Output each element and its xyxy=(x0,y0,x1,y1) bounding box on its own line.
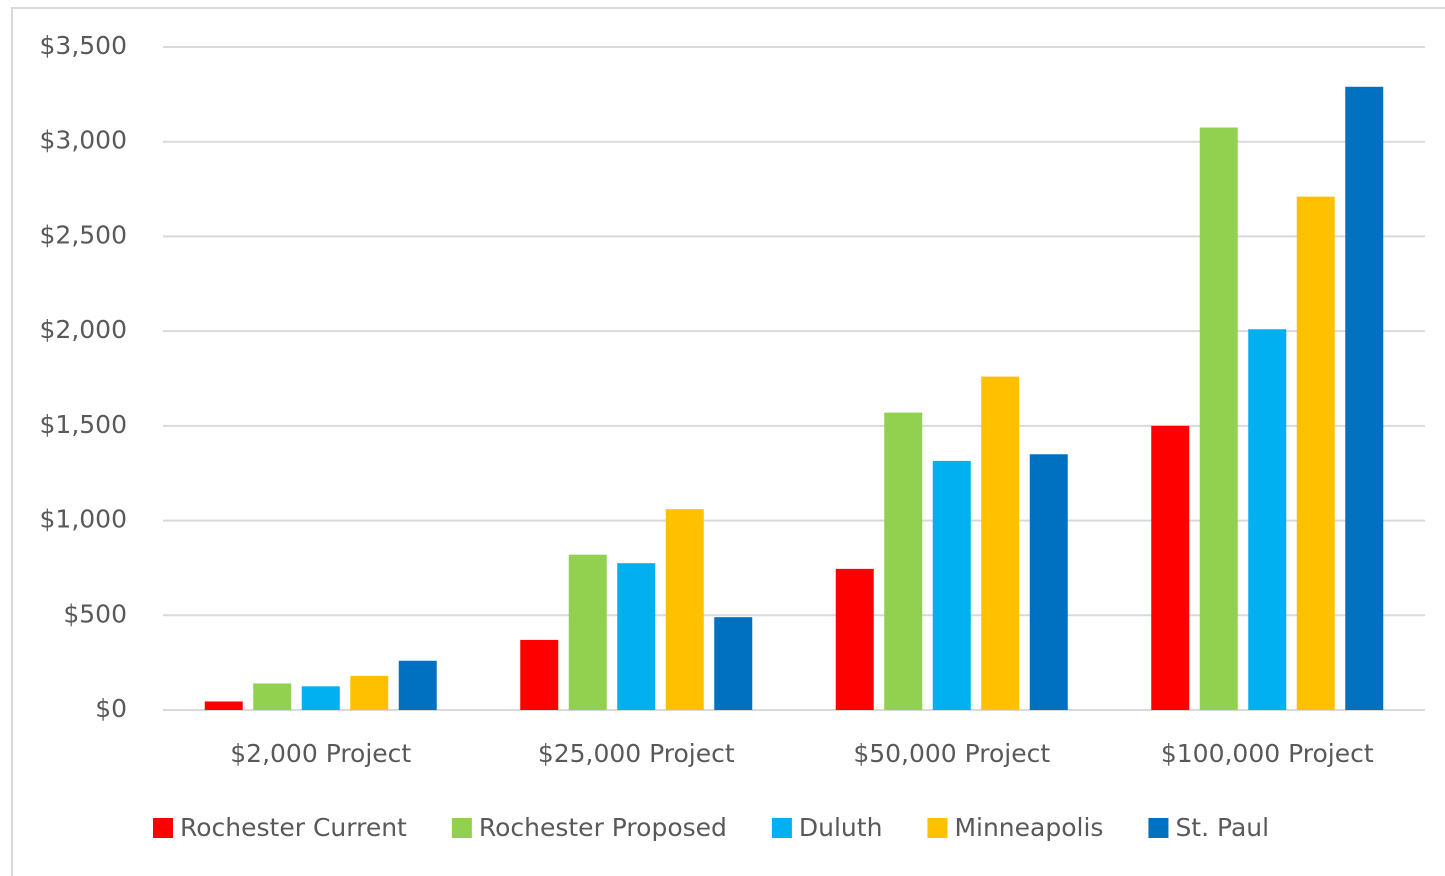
bar xyxy=(714,617,753,710)
bar xyxy=(1199,127,1238,710)
bar xyxy=(835,568,874,710)
bar xyxy=(253,683,292,710)
legend-label: Minneapolis xyxy=(954,813,1103,842)
legend-label: Duluth xyxy=(799,813,883,842)
x-tick-label: $50,000 Project xyxy=(853,739,1050,768)
bar xyxy=(520,639,559,710)
legend-swatch xyxy=(927,818,948,838)
y-tick-label: $1,000 xyxy=(40,505,127,534)
bar xyxy=(1345,86,1384,710)
bar xyxy=(350,675,389,710)
legend-swatch xyxy=(1148,818,1169,838)
bar xyxy=(981,376,1020,710)
bar xyxy=(1248,329,1287,710)
legend-label: Rochester Proposed xyxy=(479,813,727,842)
bar xyxy=(884,412,923,710)
y-tick-label: $0 xyxy=(95,694,127,723)
bar xyxy=(1029,454,1068,710)
x-tick-label: $2,000 Project xyxy=(230,739,411,768)
legend-swatch xyxy=(451,818,472,838)
legend-label: St. Paul xyxy=(1175,813,1269,842)
y-tick-label: $2,500 xyxy=(40,220,127,249)
y-tick-label: $3,000 xyxy=(40,126,127,155)
bar xyxy=(617,563,656,710)
bar xyxy=(665,509,704,710)
legend-swatch xyxy=(771,818,792,838)
legend-swatch xyxy=(153,818,173,838)
bar xyxy=(398,660,437,710)
bar xyxy=(301,686,340,710)
y-tick-label: $3,500 xyxy=(40,31,127,60)
bar xyxy=(932,460,971,710)
y-tick-label: $500 xyxy=(63,599,127,628)
y-tick-label: $2,000 xyxy=(40,315,127,344)
x-tick-label: $25,000 Project xyxy=(538,739,735,768)
x-tick-label: $100,000 Project xyxy=(1161,739,1374,768)
bar xyxy=(568,554,607,710)
y-tick-label: $1,500 xyxy=(40,410,127,439)
bar xyxy=(204,701,243,710)
bar xyxy=(1296,196,1335,711)
legend-label: Rochester Current xyxy=(180,813,407,842)
chart-frame xyxy=(11,7,1445,876)
bar xyxy=(1151,425,1190,710)
